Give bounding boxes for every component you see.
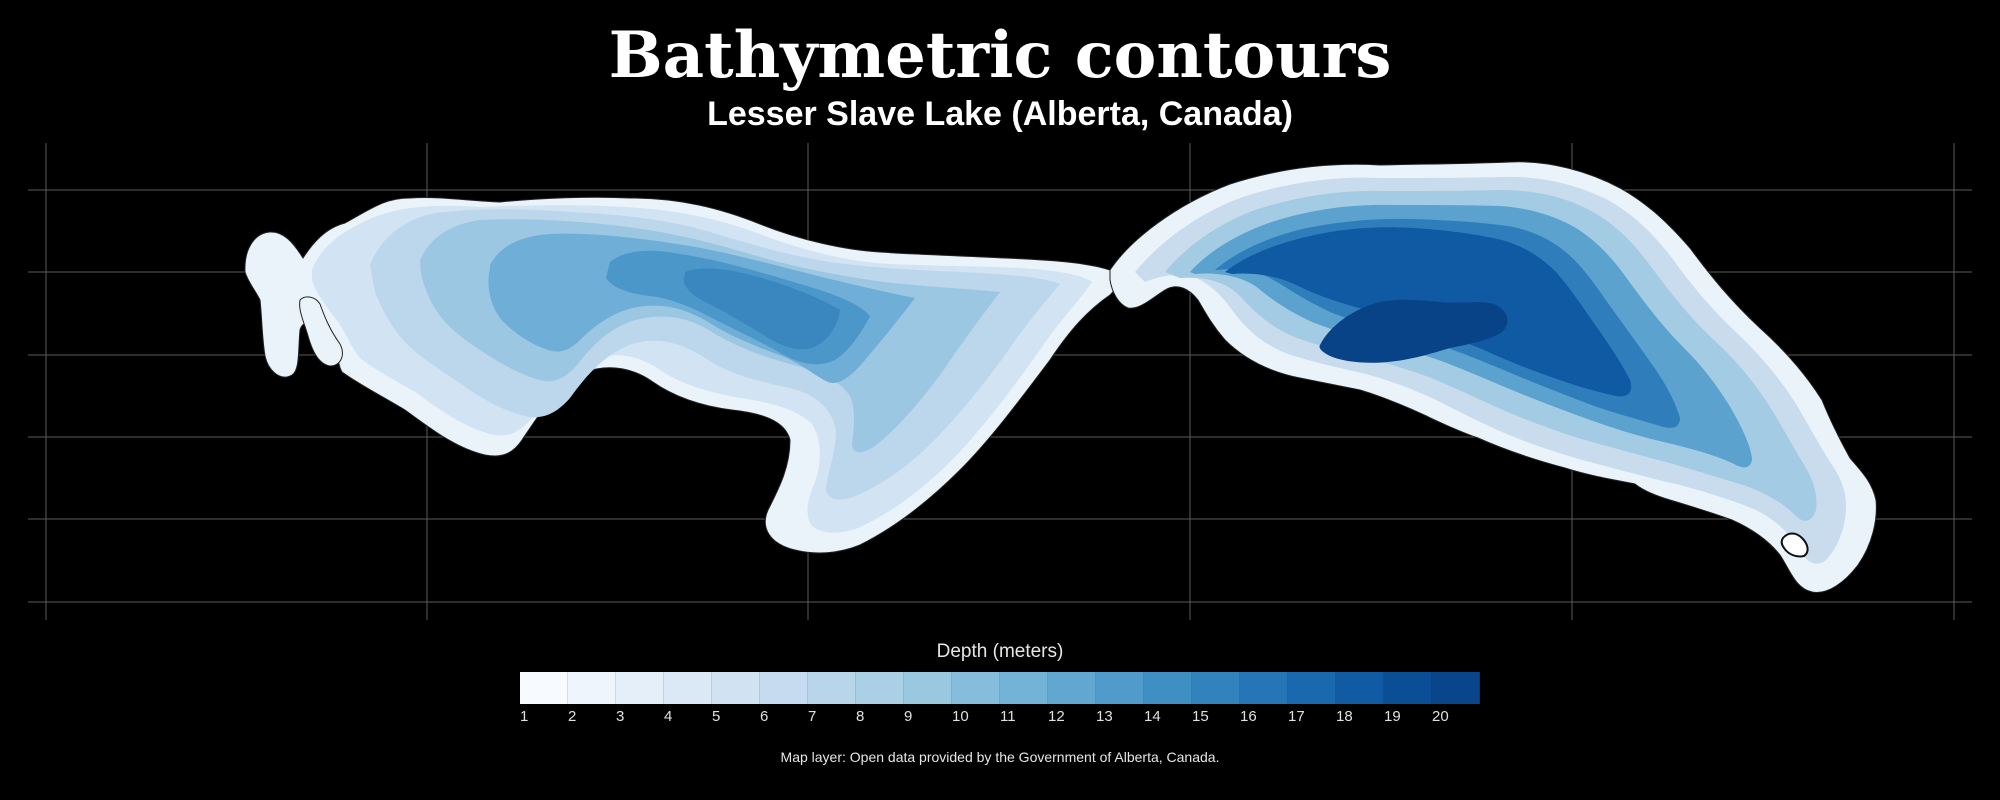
legend-depth-label: 17: [1288, 708, 1305, 725]
legend-swatch: [856, 672, 904, 704]
legend-swatch: [1192, 672, 1240, 704]
legend-swatch: [1336, 672, 1384, 704]
legend-swatch: [1048, 672, 1096, 704]
legend-depth-label: 14: [1144, 708, 1161, 725]
depth-contour-20m: [1319, 299, 1508, 363]
legend-depth-label: 9: [904, 708, 913, 725]
legend-depth-label: 15: [1192, 708, 1209, 725]
legend-swatch: [1384, 672, 1432, 704]
legend-depth-label: 4: [664, 708, 673, 725]
legend-depth-label: 5: [712, 708, 721, 725]
legend-swatch: [760, 672, 808, 704]
legend-depth-label: 20: [1432, 708, 1449, 725]
legend-depth-label: 8: [856, 708, 865, 725]
legend-swatch: [952, 672, 1000, 704]
island-outline: [1780, 532, 1809, 558]
legend-depth-label: 10: [952, 708, 969, 725]
lake-east-basin: [1109, 161, 1877, 593]
legend-swatch: [568, 672, 616, 704]
legend-depth-label: 18: [1336, 708, 1353, 725]
map-title: Bathymetric contours: [608, 18, 1392, 93]
source-attribution: Map layer: Open data provided by the Gov…: [780, 749, 1220, 765]
legend-swatch: [1240, 672, 1288, 704]
legend-swatch: [520, 672, 568, 704]
legend-swatch: [1144, 672, 1192, 704]
map-subtitle: Lesser Slave Lake (Alberta, Canada): [707, 95, 1293, 133]
legend-swatch: [616, 672, 664, 704]
legend-depth-label: 11: [1000, 708, 1016, 725]
legend-swatch: [904, 672, 952, 704]
legend-depth-label: 7: [808, 708, 817, 725]
depth-scale-labels: 1 2 3 4 5 6 7 8 9 10 11 12 13 14 15 16 17 18 19 20: [520, 708, 1480, 728]
legend-depth-label: 1: [520, 708, 529, 725]
bathymetry-map: [28, 143, 1972, 620]
legend-swatch: [1096, 672, 1144, 704]
legend-swatch: [808, 672, 856, 704]
depth-contour-15m: [683, 268, 840, 350]
legend-swatch: [712, 672, 760, 704]
depth-contour-shoreline-arm: [299, 296, 343, 367]
legend-depth-label: 2: [568, 708, 577, 725]
legend-swatch: [1000, 672, 1048, 704]
legend-depth-label: 13: [1096, 708, 1113, 725]
legend-swatch: [1288, 672, 1336, 704]
legend-depth-label: 3: [616, 708, 625, 725]
legend-depth-label: 6: [760, 708, 769, 725]
legend-swatch: [1432, 672, 1480, 704]
legend-swatch: [664, 672, 712, 704]
legend-title: Depth (meters): [936, 641, 1064, 662]
legend-depth-label: 12: [1048, 708, 1065, 725]
legend-depth-label: 16: [1240, 708, 1257, 725]
lake-west-basin: [244, 196, 1117, 554]
legend-depth-label: 19: [1384, 708, 1401, 725]
depth-color-scale: [520, 672, 1480, 704]
